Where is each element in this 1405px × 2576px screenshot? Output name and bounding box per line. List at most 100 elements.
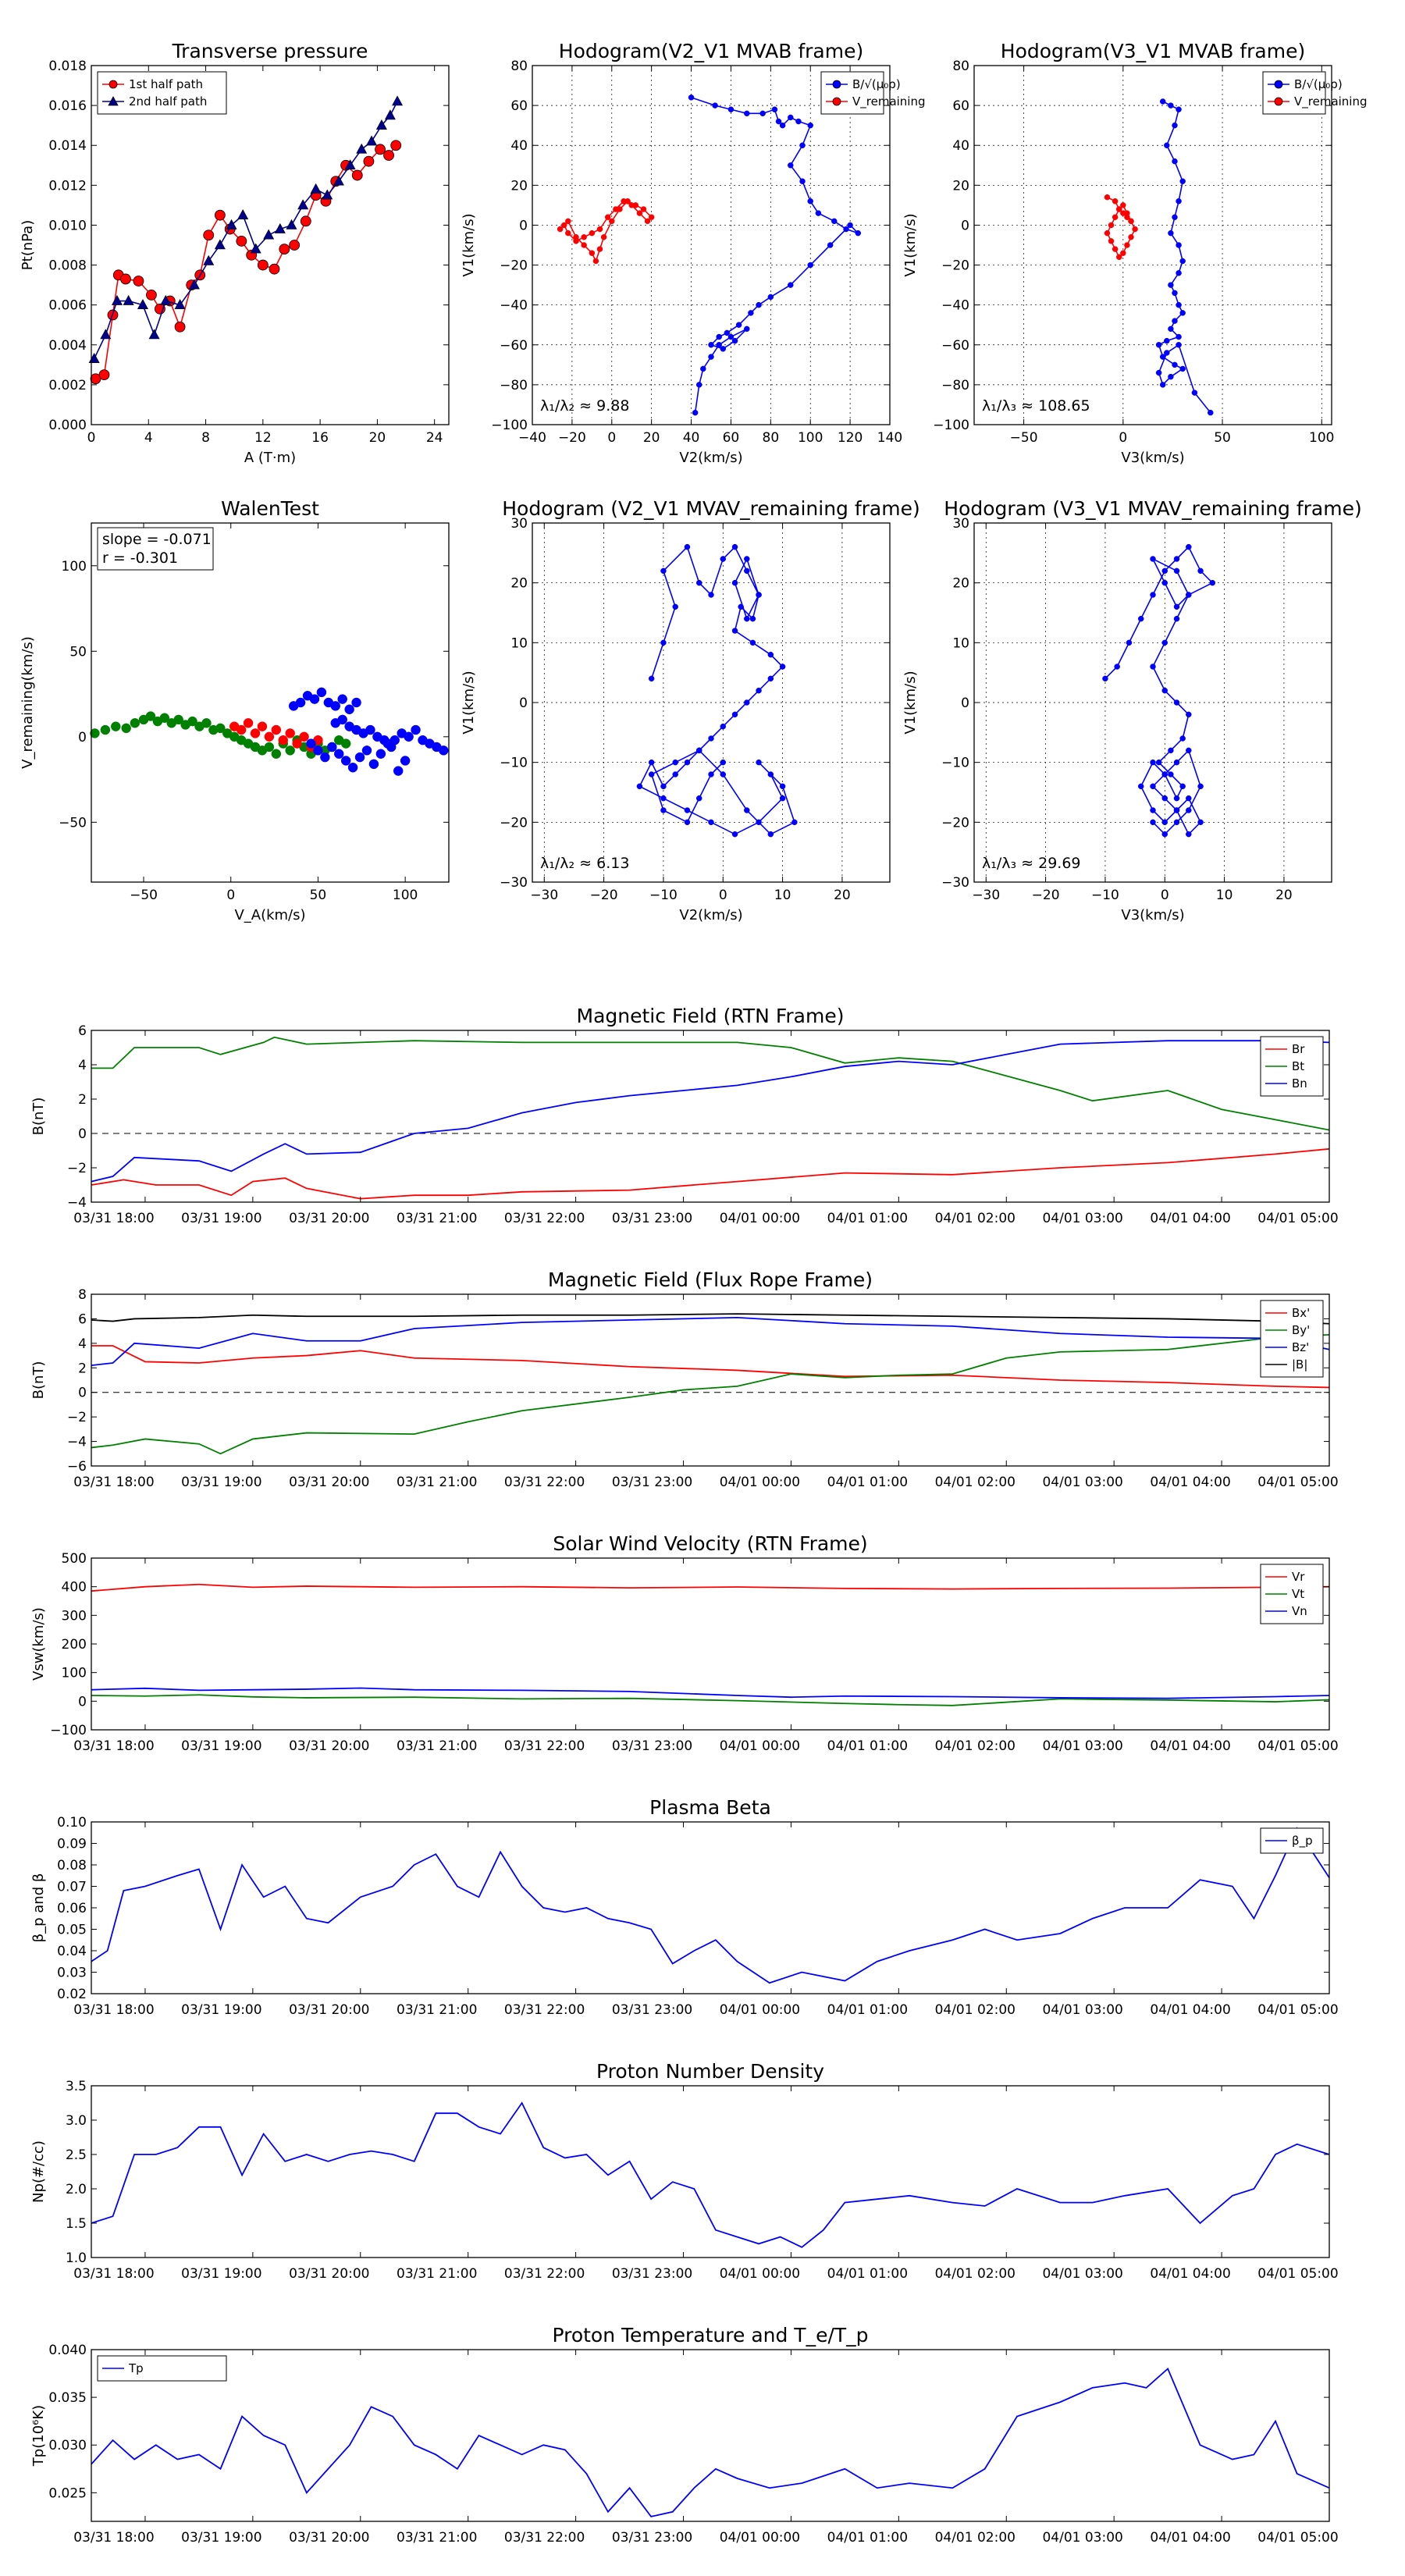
ratio-annotation: λ₁/λ₃ ≈ 29.69	[982, 855, 1081, 872]
data-point	[187, 716, 197, 727]
data-point	[767, 831, 774, 838]
data-point	[337, 714, 347, 725]
data-point	[695, 382, 702, 388]
legend-label: |B|	[1292, 1357, 1307, 1372]
data-point	[1137, 783, 1144, 790]
x-tick-label: 12	[254, 430, 272, 446]
data-point	[292, 738, 302, 749]
data-point	[589, 229, 596, 237]
chart-title: Transverse pressure	[172, 40, 368, 62]
x-tick-label: 03/31 23:00	[612, 2530, 692, 2546]
data-point	[672, 771, 678, 777]
data-point	[330, 701, 341, 711]
data-point	[756, 592, 762, 598]
y-tick-label: 0	[78, 1386, 87, 1401]
plot-frame	[91, 2349, 1330, 2522]
y-tick-label: 2.5	[66, 2147, 87, 2163]
data-point	[1159, 98, 1166, 105]
x-tick-label: 03/31 22:00	[504, 2266, 585, 2282]
y-axis-label: β_p and β	[30, 1873, 47, 1943]
data-point	[375, 749, 386, 759]
data-point	[351, 169, 363, 181]
data-point	[160, 294, 172, 305]
data-point	[596, 246, 603, 252]
x-tick-label: 04/01 02:00	[935, 1475, 1016, 1490]
x-tick-label: −40	[518, 430, 546, 446]
x-tick-label: 03/31 23:00	[612, 2266, 692, 2282]
data-point	[788, 282, 794, 288]
data-point	[731, 337, 738, 344]
data-point	[236, 235, 247, 247]
data-point	[1173, 699, 1180, 706]
chart-title: Magnetic Field (RTN Frame)	[577, 1005, 845, 1027]
data-point	[1176, 342, 1182, 348]
data-point	[1172, 318, 1178, 324]
data-point	[1191, 390, 1198, 396]
legend-box	[1262, 71, 1326, 115]
y-tick-label: 10	[510, 635, 528, 651]
data-point	[1155, 759, 1162, 766]
data-point	[684, 759, 691, 766]
stats-line: r = -0.301	[102, 550, 178, 567]
data-point	[379, 735, 389, 745]
data-point	[1186, 795, 1192, 802]
y-tick-label: 30	[952, 516, 969, 532]
chart-title: Magnetic Field (Flux Rope Frame)	[548, 1268, 873, 1291]
data-point	[636, 783, 643, 790]
x-tick-label: 04/01 04:00	[1150, 1211, 1230, 1226]
y-tick-label: 40	[510, 138, 528, 154]
x-tick-label: −50	[1010, 430, 1038, 446]
data-point	[1161, 687, 1168, 694]
chart-walen-test: −50 0 50 100 −50 0 50 100 WalenTest V_A(km/s) V_re…	[20, 497, 450, 923]
data-point	[285, 728, 295, 738]
data-point	[366, 135, 378, 146]
y-axis-label: V1(km/s)	[461, 671, 477, 734]
data-point	[1209, 579, 1216, 586]
y-tick-label: 50	[69, 644, 87, 660]
data-point	[731, 543, 738, 550]
legend-label: 2nd half path	[129, 94, 207, 109]
x-tick-label: 20	[1275, 888, 1293, 903]
data-point	[609, 218, 615, 225]
data-point	[1186, 711, 1192, 718]
data-point	[146, 289, 157, 301]
x-tick-label: 04/01 01:00	[827, 1475, 908, 1490]
data-point	[1164, 337, 1170, 344]
data-point	[815, 210, 822, 216]
data-point	[720, 723, 727, 730]
chart-transverse-pressure: 0 4 8 12 16 20 24 0.000 0.002 0.004 0.006 0.008 0.01…	[20, 40, 450, 466]
data-point	[368, 759, 379, 770]
data-point	[203, 254, 215, 265]
chart-title: Proton Number Density	[596, 2060, 824, 2083]
chart-title: Plasma Beta	[649, 1796, 771, 1819]
x-tick-label: 04/01 02:00	[935, 1211, 1016, 1226]
x-tick-label: 03/31 20:00	[289, 2266, 369, 2282]
y-tick-label: 0.004	[48, 338, 87, 354]
y-tick-label: 20	[952, 178, 969, 194]
data-point	[393, 766, 404, 776]
data-point	[708, 735, 714, 742]
data-point	[767, 771, 774, 777]
data-point	[361, 745, 372, 756]
y-tick-label: 0.030	[48, 2438, 87, 2453]
data-point	[727, 106, 735, 112]
chart-title: Hodogram (V3_V1 MVAV_remaining frame)	[944, 497, 1362, 520]
y-tick-label: −20	[941, 815, 969, 831]
data-point	[1179, 178, 1186, 184]
x-axis-label: V2(km/s)	[679, 450, 742, 466]
data-point	[340, 756, 351, 766]
y-tick-label: 0.012	[48, 178, 87, 194]
data-point	[1150, 556, 1156, 562]
data-point	[322, 189, 333, 200]
data-point	[604, 214, 611, 220]
data-point	[1176, 270, 1182, 276]
data-point	[720, 759, 727, 766]
data-point	[123, 294, 134, 305]
y-tick-label: −40	[941, 298, 969, 314]
data-point	[716, 342, 722, 348]
x-tick-label: 03/31 23:00	[612, 2002, 692, 2018]
x-tick-label: 03/31 19:00	[181, 1211, 261, 1226]
data-point	[1128, 234, 1134, 240]
y-tick-label: 8	[78, 1287, 87, 1303]
x-tick-label: 03/31 22:00	[504, 1738, 585, 1754]
